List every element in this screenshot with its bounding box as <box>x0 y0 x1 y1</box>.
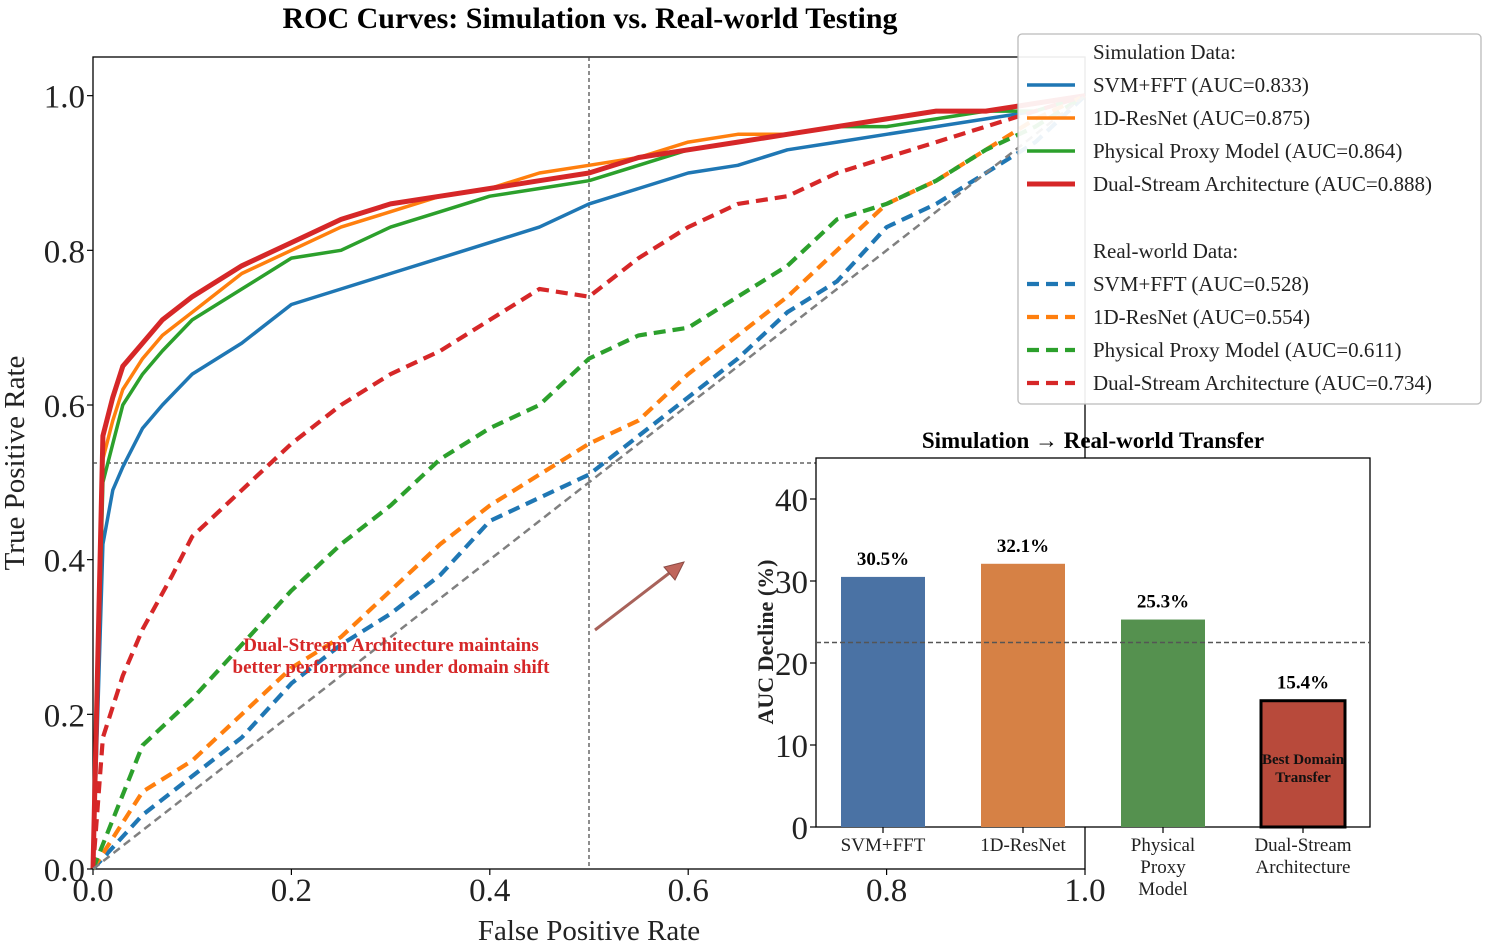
y-tick-label: 0.6 <box>44 389 85 425</box>
x-tick-label: 0.6 <box>668 873 709 909</box>
chart-title: ROC Curves: Simulation vs. Real-world Te… <box>282 2 897 35</box>
inset-category-label: Model <box>1138 879 1188 900</box>
inset-category-label: 1D-ResNet <box>980 835 1066 856</box>
inset-y-ticks: 0 10 20 30 40 <box>775 483 816 847</box>
inset-bar-value-label: 25.3% <box>1137 592 1189 613</box>
inset-category-label: Dual-Stream <box>1254 835 1351 856</box>
roc-series-simulation-3 <box>90 93 1086 870</box>
inset-y-tick-label: 30 <box>775 565 808 601</box>
legend-label: Physical Proxy Model (AUC=0.864) <box>1093 139 1402 163</box>
inset-bar-value-label: 30.5% <box>857 549 909 570</box>
x-tick-label: 1.0 <box>1064 873 1105 909</box>
roc-series-real-world-6 <box>91 93 1087 870</box>
annotation-arrow <box>594 561 685 632</box>
legend-box <box>1017 33 1482 405</box>
x-tick-label: 0.8 <box>866 873 907 909</box>
x-axis-label: False Positive Rate <box>478 915 700 945</box>
y-axis-ticks: 0.0 0.2 0.4 0.6 0.8 1.0 <box>44 80 93 889</box>
legend-label: 1D-ResNet (AUC=0.554) <box>1093 305 1310 329</box>
y-tick-label: 0.0 <box>44 853 85 889</box>
inset-bar-value-label: 15.4% <box>1277 673 1329 694</box>
y-tick-label: 0.2 <box>44 698 85 734</box>
legend-label: Physical Proxy Model (AUC=0.611) <box>1093 338 1402 362</box>
inset-title: Simulation → Real-world Transfer <box>922 428 1264 453</box>
inset-category-label: Proxy <box>1140 857 1186 878</box>
legend-heading-simulation: Simulation Data: <box>1093 40 1236 64</box>
inset-bar <box>841 576 925 827</box>
roc-series-real-world-7 <box>90 93 1086 870</box>
inset-bar-value-label: 32.1% <box>997 536 1049 557</box>
legend-label: SVM+FFT (AUC=0.833) <box>1093 73 1309 97</box>
annotation-line-2: better performance under domain shift <box>233 657 551 678</box>
y-tick-label: 1.0 <box>44 80 85 116</box>
roc-series-real-world-4 <box>91 94 1087 871</box>
inset-y-tick-label: 10 <box>775 729 808 765</box>
inset-bars: 30.5% 32.1% 25.3% 15.4% Best Domain Transfer <box>816 536 1370 829</box>
y-axis-label: True Positive Rate <box>0 356 31 571</box>
y-tick-label: 0.4 <box>44 544 85 580</box>
inset-y-tick-label: 0 <box>792 811 809 847</box>
legend-label: Dual-Stream Architecture (AUC=0.734) <box>1093 371 1432 395</box>
inset-bar <box>1121 619 1205 827</box>
x-tick-label: 0.4 <box>469 873 510 909</box>
legend-heading-realworld: Real-world Data: <box>1093 239 1238 263</box>
best-transfer-label: Transfer <box>1275 770 1331 786</box>
inset-y-axis-label: AUC Decline (%) <box>753 560 778 725</box>
annotation-line-1: Dual-Stream Architecture maintains <box>243 635 539 656</box>
inset-bar-chart: Simulation → Real-world Transfer 0102030… <box>753 428 1371 900</box>
inset-bar <box>981 563 1065 827</box>
inset-y-tick-label: 20 <box>775 647 808 683</box>
legend-entries: SVM+FFT (AUC=0.833) 1D-ResNet (AUC=0.875)… <box>1027 73 1432 395</box>
x-tick-label: 0.2 <box>271 873 312 909</box>
x-axis-ticks: 0.0 0.2 0.4 0.6 0.8 1.0 <box>72 869 1106 909</box>
legend: Simulation Data: Real-world Data: SVM+FF… <box>1017 33 1482 405</box>
inset-bar <box>1259 699 1347 829</box>
y-tick-label: 0.8 <box>44 234 85 270</box>
roc-series-simulation-2 <box>91 94 1086 870</box>
inset-category-label: Architecture <box>1256 857 1351 878</box>
x-tick-label: 0.0 <box>72 873 113 909</box>
legend-label: Dual-Stream Architecture (AUC=0.888) <box>1093 172 1432 196</box>
legend-label: 1D-ResNet (AUC=0.875) <box>1093 106 1310 130</box>
legend-label: SVM+FFT (AUC=0.528) <box>1093 272 1309 296</box>
inset-y-tick-label: 40 <box>775 483 808 519</box>
roc-series-reference-8 <box>92 94 1086 870</box>
inset-category-label: Physical <box>1131 835 1195 856</box>
best-transfer-label: Best Domain <box>1262 752 1345 768</box>
roc-series-simulation-0 <box>91 94 1086 870</box>
roc-series <box>90 93 1087 871</box>
inset-category-label: SVM+FFT <box>841 835 926 856</box>
